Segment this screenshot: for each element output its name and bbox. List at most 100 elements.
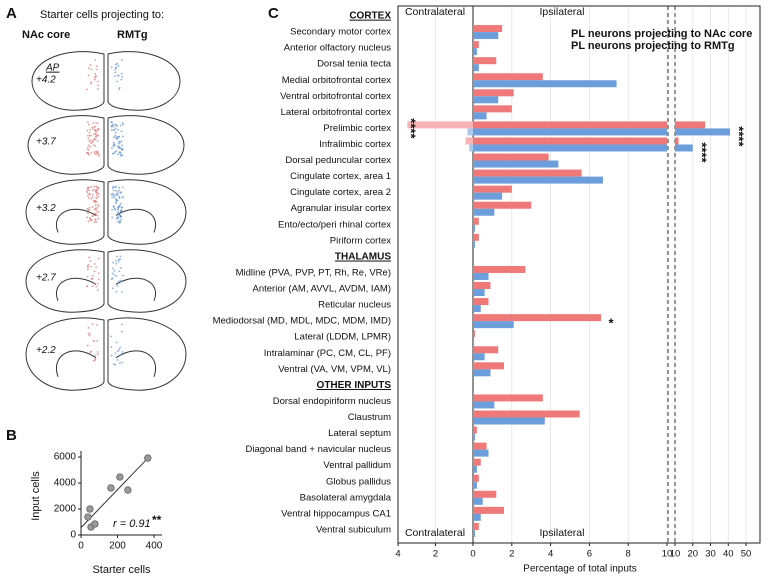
labeled-cell — [121, 76, 124, 78]
labeled-cell — [111, 196, 114, 199]
labeled-cell — [116, 359, 119, 361]
labeled-cell — [112, 125, 115, 128]
labeled-cell — [87, 149, 90, 151]
labeled-cell — [91, 323, 94, 325]
labeled-cell — [112, 287, 114, 290]
labeled-cell — [86, 285, 89, 287]
data-point — [91, 520, 99, 528]
x-tick-label: 4 — [548, 549, 553, 560]
labeled-cell — [110, 121, 112, 124]
labeled-cell — [111, 208, 113, 211]
y-tick-label: 4000 — [54, 478, 77, 489]
bar — [473, 305, 481, 313]
labeled-cell — [88, 189, 91, 192]
bar — [473, 513, 481, 521]
labeled-cell — [122, 274, 124, 277]
labeled-cell — [90, 219, 93, 221]
x-tick-label: 2 — [509, 549, 514, 560]
x-tick-label: 200 — [109, 541, 126, 552]
bar — [473, 96, 499, 104]
data-point — [124, 486, 132, 494]
labeled-cell — [118, 204, 121, 207]
labeled-cell — [116, 136, 119, 139]
labeled-cell — [89, 64, 92, 67]
labeled-cell — [95, 153, 98, 156]
bar — [473, 465, 477, 473]
data-point — [84, 513, 92, 521]
brain-section — [31, 51, 105, 111]
labeled-cell — [86, 268, 89, 271]
plot-frame — [397, 5, 761, 544]
labeled-cell — [114, 66, 117, 69]
labeled-cell — [121, 291, 124, 294]
labeled-cell — [96, 214, 99, 217]
panel-letter: C — [268, 5, 279, 22]
labeled-cell — [116, 80, 118, 83]
labeled-cell — [97, 353, 99, 355]
labeled-cell — [120, 215, 123, 218]
labeled-cell — [94, 354, 97, 357]
labeled-cell — [112, 205, 115, 207]
bar — [473, 208, 495, 216]
labeled-cell — [118, 142, 120, 145]
y-tick-label: 2000 — [54, 504, 77, 515]
labeled-cell — [97, 282, 99, 285]
bar — [675, 137, 679, 145]
section-header: OTHER INPUTS — [317, 380, 392, 391]
labeled-cell — [118, 88, 120, 91]
side-label: Contralateral — [405, 6, 465, 18]
bar — [473, 394, 543, 402]
bar — [473, 369, 491, 377]
category-label: Dorsal endopiriform nucleus — [273, 396, 392, 407]
labeled-cell — [97, 155, 100, 157]
labeled-cell — [91, 285, 94, 288]
labeled-cell — [117, 220, 119, 223]
significance: ** — [152, 513, 162, 527]
labeled-cell — [120, 218, 123, 221]
bar — [473, 490, 497, 498]
labeled-cell — [111, 272, 114, 275]
labeled-cell — [122, 186, 124, 189]
labeled-cell — [112, 123, 114, 126]
labeled-cell — [90, 142, 93, 145]
labeled-cell — [89, 218, 91, 220]
labeled-cell — [97, 203, 99, 206]
labeled-cell — [121, 121, 124, 124]
bar — [473, 330, 475, 338]
bar — [473, 265, 526, 273]
labeled-cell — [115, 259, 118, 262]
labeled-cell — [117, 210, 120, 213]
labeled-cell — [117, 206, 120, 209]
bar — [473, 529, 475, 537]
level-label: +3.2 — [36, 203, 56, 214]
labeled-cell — [97, 278, 100, 281]
labeled-cell — [94, 135, 97, 138]
bar — [675, 144, 693, 152]
labeled-cell — [93, 282, 96, 285]
labeled-cell — [118, 195, 121, 198]
labeled-cell — [118, 197, 121, 200]
level-label: +2.7 — [36, 272, 56, 283]
labeled-cell — [87, 134, 89, 137]
labeled-cell — [94, 199, 97, 202]
labeled-cell — [90, 82, 92, 85]
bar — [473, 160, 559, 168]
labeled-cell — [119, 255, 122, 258]
labeled-cell — [111, 187, 114, 189]
labeled-cell — [116, 125, 119, 128]
labeled-cell — [113, 186, 116, 188]
labeled-cell — [119, 202, 122, 205]
labeled-cell — [90, 277, 93, 280]
labeled-cell — [110, 354, 113, 357]
labeled-cell — [118, 189, 121, 192]
correlation: r = 0.91 — [113, 518, 151, 530]
bar — [473, 417, 545, 425]
labeled-cell — [122, 123, 124, 126]
labeled-cell — [114, 127, 117, 130]
labeled-cell — [88, 134, 91, 137]
labeled-cell — [97, 84, 99, 87]
bar — [473, 353, 485, 361]
labeled-cell — [96, 68, 98, 71]
labeled-cell — [89, 265, 92, 268]
